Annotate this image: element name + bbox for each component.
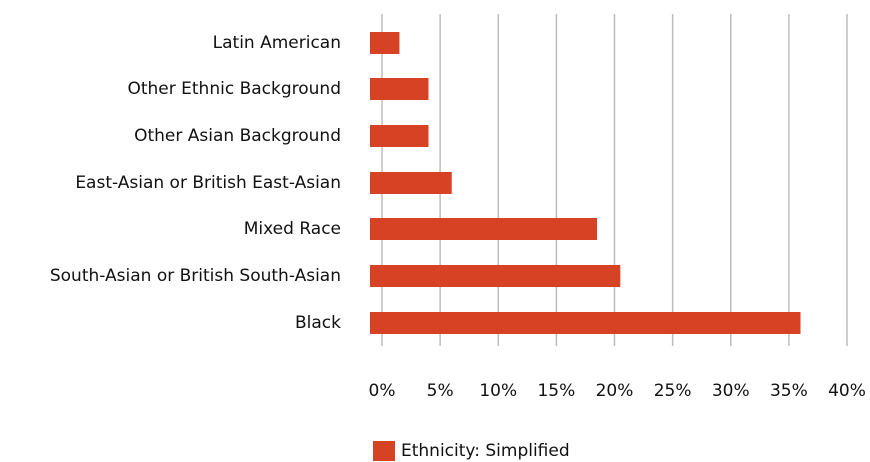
bar xyxy=(370,312,801,334)
x-tick-label: 0% xyxy=(369,381,396,401)
x-tick-label: 10% xyxy=(479,381,517,401)
legend: Ethnicity: Simplified xyxy=(373,441,570,461)
category-label: East-Asian or British East-Asian xyxy=(75,173,341,193)
category-label: South-Asian or British South-Asian xyxy=(50,266,341,286)
bars xyxy=(370,32,801,334)
x-tick-label: 25% xyxy=(654,381,692,401)
bar xyxy=(370,125,429,147)
x-tick-labels: 0% 5% 10% 15% 20% 25% 30% 35% 40% xyxy=(369,381,866,401)
x-tick-label: 35% xyxy=(770,381,808,401)
legend-swatch xyxy=(373,441,395,461)
x-tick-label: 5% xyxy=(427,381,454,401)
bar xyxy=(370,172,452,194)
x-tick-label: 15% xyxy=(537,381,575,401)
category-label: Latin American xyxy=(213,33,341,53)
legend-label: Ethnicity: Simplified xyxy=(401,441,570,461)
category-label: Black xyxy=(295,313,341,333)
bar xyxy=(370,218,598,240)
x-tick-label: 20% xyxy=(596,381,634,401)
gridlines xyxy=(381,14,848,346)
category-label: Mixed Race xyxy=(244,219,341,239)
bar xyxy=(370,32,400,54)
category-label: Other Ethnic Background xyxy=(127,79,341,99)
bar xyxy=(370,78,429,100)
x-tick-label: 30% xyxy=(712,381,750,401)
category-labels: Latin American Other Ethnic Background Oth… xyxy=(50,33,341,333)
x-tick-label: 40% xyxy=(828,381,866,401)
category-label: Other Asian Background xyxy=(134,126,341,146)
bar xyxy=(370,265,621,287)
